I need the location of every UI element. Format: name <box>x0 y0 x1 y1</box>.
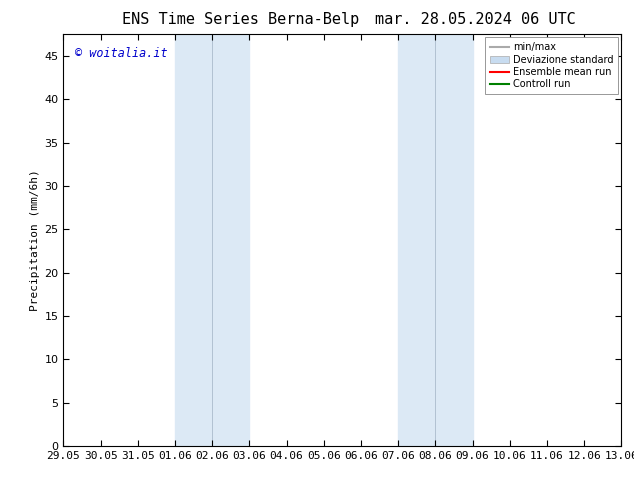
Legend: min/max, Deviazione standard, Ensemble mean run, Controll run: min/max, Deviazione standard, Ensemble m… <box>485 37 618 94</box>
Bar <box>175 34 249 446</box>
Y-axis label: Precipitation (mm/6h): Precipitation (mm/6h) <box>30 169 40 311</box>
Text: ENS Time Series Berna-Belp: ENS Time Series Berna-Belp <box>122 12 359 27</box>
Text: mar. 28.05.2024 06 UTC: mar. 28.05.2024 06 UTC <box>375 12 576 27</box>
Text: © woitalia.it: © woitalia.it <box>75 47 167 60</box>
Bar <box>398 34 472 446</box>
